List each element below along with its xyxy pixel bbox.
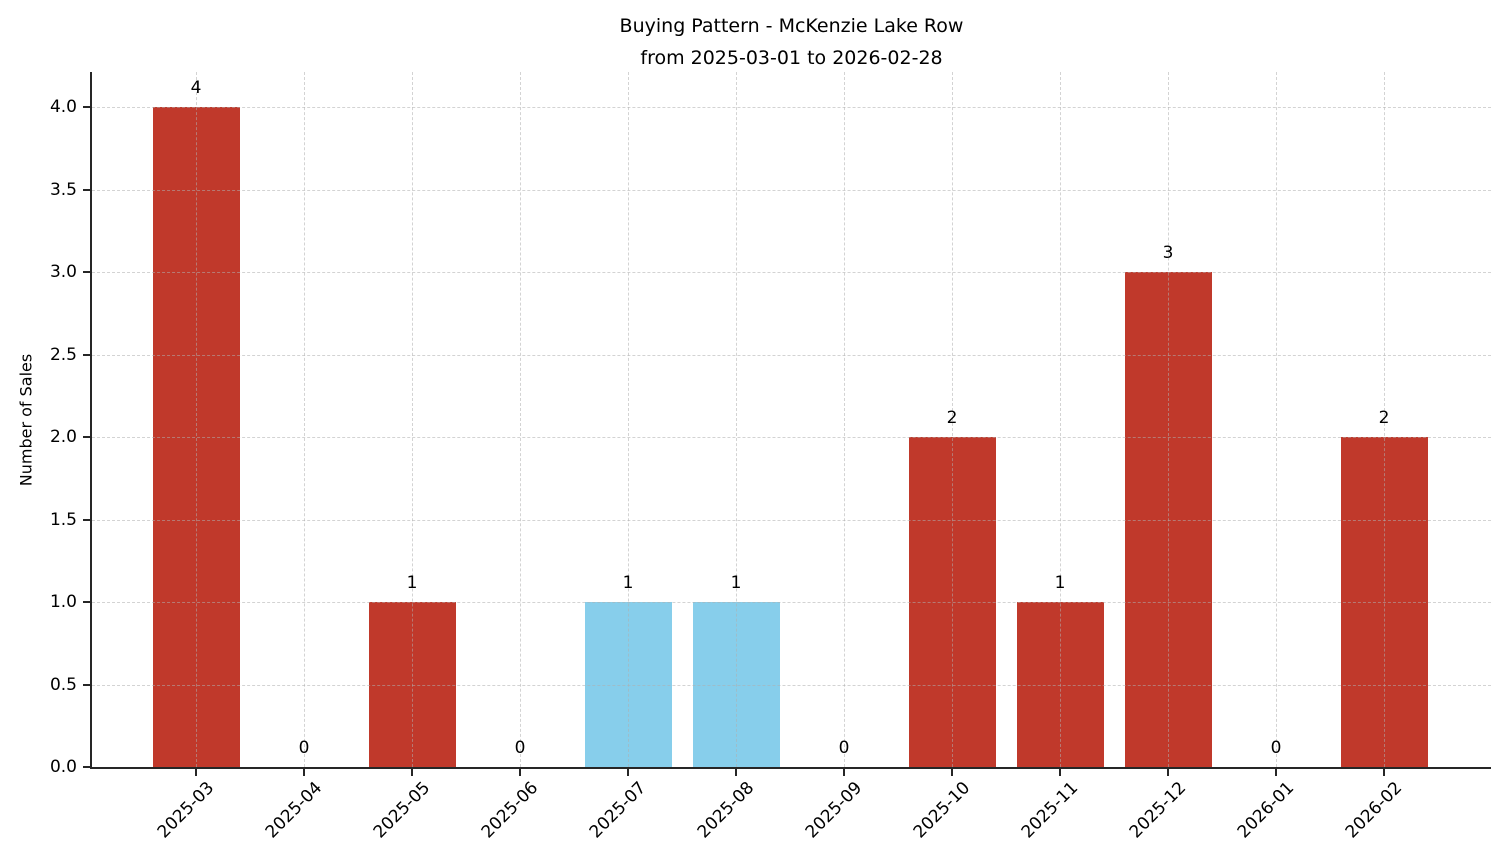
gridline-vertical [736, 72, 737, 767]
y-tick-mark [83, 106, 92, 108]
x-tick-mark [735, 767, 737, 776]
x-tick-mark [303, 767, 305, 776]
y-tick-label: 2.0 [49, 427, 77, 447]
y-tick-mark [83, 601, 92, 603]
bar-value-label: 0 [298, 738, 310, 758]
bar-value-label: 0 [1270, 738, 1282, 758]
gridline-vertical [628, 72, 629, 767]
bar-value-label: 1 [1054, 573, 1066, 593]
y-tick-label: 2.5 [49, 344, 77, 365]
gridline-horizontal [92, 684, 1491, 686]
bar-value-label: 2 [946, 408, 958, 428]
y-tick-label: 3.0 [49, 262, 77, 282]
bar-value-label: 3 [1162, 243, 1174, 263]
x-tick-label: 2025-06 [477, 778, 543, 843]
gridline-vertical [1276, 72, 1277, 767]
y-tick-label: 0.0 [49, 757, 77, 777]
y-tick-mark [83, 353, 92, 356]
y-tick-mark [83, 188, 92, 191]
gridline-vertical [304, 72, 305, 767]
x-tick-label: 2025-09 [801, 778, 867, 843]
gridline-horizontal [92, 602, 1491, 603]
gridline-horizontal [92, 437, 1491, 438]
gridline-vertical [412, 72, 413, 767]
bar-value-label: 1 [730, 573, 742, 593]
y-tick-mark [83, 271, 92, 273]
y-tick-mark [83, 436, 92, 438]
x-tick-mark [627, 767, 629, 776]
gridline-vertical [844, 72, 845, 767]
y-axis-spine [90, 72, 92, 769]
gridline-vertical [1168, 72, 1169, 767]
bar-value-label: 4 [190, 78, 202, 98]
y-tick-label: 0.5 [49, 674, 77, 695]
x-tick-label: 2025-08 [693, 778, 759, 843]
y-tick-mark [83, 518, 92, 521]
chart-title: Buying Pattern - McKenzie Lake Row from … [92, 10, 1491, 74]
x-tick-mark [843, 767, 845, 776]
gridline-horizontal [92, 107, 1491, 108]
x-tick-label: 2025-12 [1125, 778, 1191, 843]
gridline-vertical [1384, 72, 1385, 767]
chart-title-line2: from 2025-03-01 to 2026-02-28 [640, 47, 943, 69]
x-tick-mark [195, 767, 197, 776]
x-tick-label: 2025-03 [153, 778, 219, 843]
gridline-vertical [196, 72, 197, 767]
gridline-vertical [520, 72, 521, 767]
chart-title-line1: Buying Pattern - McKenzie Lake Row [619, 15, 964, 37]
y-tick-label: 1.0 [49, 592, 77, 612]
gridline-horizontal [92, 354, 1491, 356]
x-tick-mark [411, 767, 413, 776]
x-tick-mark [951, 767, 953, 776]
x-tick-label: 2025-04 [261, 778, 327, 843]
y-tick-label: 3.5 [49, 179, 77, 200]
bar-value-label: 0 [838, 738, 850, 758]
x-tick-label: 2025-05 [369, 778, 435, 843]
x-tick-label: 2025-11 [1017, 778, 1083, 843]
x-tick-label: 2026-02 [1341, 778, 1407, 843]
x-axis-spine [90, 767, 1491, 769]
gridline-vertical [1060, 72, 1061, 767]
gridline-horizontal [92, 189, 1491, 191]
y-axis-label: Number of Sales [16, 353, 36, 487]
bar-value-label: 1 [622, 573, 634, 593]
x-tick-mark [1167, 767, 1169, 776]
y-tick-mark [83, 683, 92, 686]
bar-value-label: 0 [514, 738, 526, 758]
x-tick-mark [1275, 767, 1277, 776]
x-tick-label: 2025-07 [585, 778, 651, 843]
gridline-horizontal [92, 272, 1491, 273]
x-tick-label: 2026-01 [1233, 778, 1299, 843]
gridline-vertical [952, 72, 953, 767]
y-tick-mark [83, 766, 92, 768]
bar-value-label: 2 [1378, 408, 1390, 428]
y-tick-label: 1.5 [49, 509, 77, 530]
gridline-horizontal [92, 519, 1491, 521]
x-tick-label: 2025-10 [909, 778, 975, 843]
x-tick-mark [519, 767, 521, 776]
x-tick-mark [1059, 767, 1061, 776]
y-tick-label: 4.0 [49, 97, 77, 117]
x-tick-mark [1383, 767, 1385, 776]
bar-value-label: 1 [406, 573, 418, 593]
